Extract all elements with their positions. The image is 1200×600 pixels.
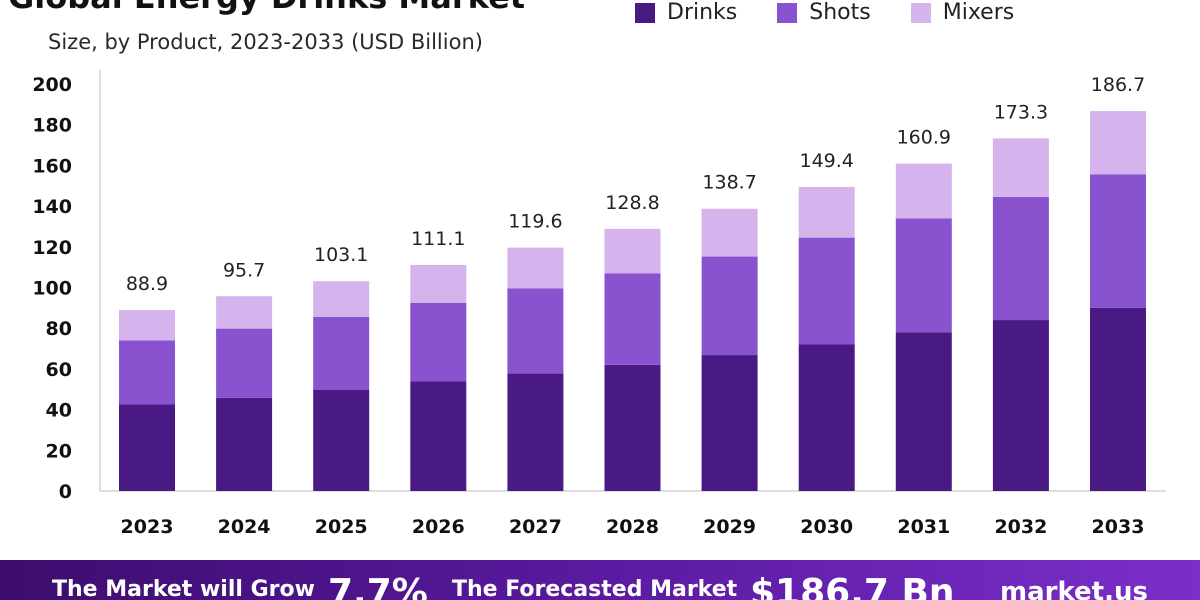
bar-segment-mixers — [410, 264, 467, 303]
bar-segment-mixers — [798, 186, 855, 238]
bar-segment-drinks — [313, 389, 370, 491]
bar-segment-drinks — [1090, 307, 1146, 491]
bar-segment-shots — [992, 196, 1049, 321]
x-tick-label: 2027 — [509, 516, 562, 538]
bar-segment-shots — [313, 317, 370, 390]
bar-segment-mixers — [701, 208, 758, 257]
bar-total-label: 111.1 — [411, 228, 465, 250]
bar-total-label: 95.7 — [223, 259, 265, 281]
bar-segment-mixers — [507, 247, 564, 289]
bar-segment-drinks — [216, 397, 273, 491]
bar-total-label: 128.8 — [605, 192, 659, 214]
y-tick-label: 160 — [32, 155, 72, 177]
legend-swatch-mixers — [910, 2, 931, 23]
bar-segment-drinks — [119, 404, 175, 491]
legend-item-shots: Shots — [777, 0, 871, 25]
bar-segment-drinks — [604, 364, 661, 491]
footer-banner: The Market will Grow 7.7% The Forecasted… — [0, 560, 1200, 600]
bar-segment-shots — [701, 256, 758, 356]
y-tick-label: 120 — [32, 237, 72, 259]
bar-segment-drinks — [895, 332, 952, 491]
bar-total-label: 149.4 — [799, 150, 853, 172]
legend: Drinks Shots Mixers — [635, 0, 1014, 25]
y-tick-label: 0 — [59, 481, 72, 503]
bar-segment-drinks — [798, 344, 855, 491]
x-tick-label: 2025 — [315, 516, 368, 538]
stacked-bar-chart: 0 20 40 60 80 100 120 140 160 180 200 88.9 2023 95.7 2… — [32, 70, 1166, 538]
bar-segment-shots — [410, 302, 467, 382]
bar-segment-drinks — [507, 373, 564, 491]
x-tick-label: 2026 — [412, 516, 465, 538]
bar-total-label: 119.6 — [508, 211, 562, 233]
footer-forecast-value: $186.7 Bn — [750, 572, 955, 600]
bar-total-label: 173.3 — [994, 101, 1048, 123]
x-tick-label: 2030 — [800, 516, 853, 538]
bar-segment-drinks — [992, 320, 1049, 491]
x-tick-label: 2033 — [1092, 516, 1145, 538]
x-tick-label: 2024 — [218, 516, 271, 538]
bar-segment-mixers — [895, 163, 952, 219]
bar-segment-shots — [604, 273, 661, 365]
bar-segment-mixers — [119, 310, 175, 341]
bar-segment-shots — [507, 288, 564, 374]
x-tick-label: 2032 — [994, 516, 1047, 538]
y-tick-label: 60 — [46, 359, 72, 381]
bar-segment-mixers — [313, 281, 370, 318]
bar-total-label: 103.1 — [314, 244, 368, 266]
bar-segment-mixers — [216, 296, 273, 329]
bar-segment-shots — [1090, 174, 1146, 308]
bar-segment-shots — [895, 218, 952, 333]
bar-total-label: 88.9 — [126, 273, 168, 295]
y-tick-label: 180 — [32, 115, 72, 137]
bar-segment-drinks — [410, 381, 467, 491]
x-tick-label: 2023 — [121, 516, 174, 538]
y-tick-label: 200 — [32, 74, 72, 96]
bar-segment-mixers — [604, 228, 661, 274]
bar-total-label: 186.7 — [1091, 74, 1145, 96]
bar-segment-mixers — [1090, 111, 1146, 175]
y-tick-label: 80 — [46, 318, 72, 340]
x-tick-label: 2029 — [703, 516, 756, 538]
legend-label-shots: Shots — [809, 0, 871, 25]
footer-site-link[interactable]: market.us — [1000, 577, 1148, 600]
footer-forecast-text: The Forecasted Market — [452, 577, 738, 600]
bar-total-label: 160.9 — [897, 127, 951, 149]
legend-label-mixers: Mixers — [942, 0, 1015, 25]
bar-segment-shots — [798, 237, 855, 345]
legend-swatch-drinks — [635, 2, 655, 23]
x-tick-label: 2028 — [606, 516, 659, 538]
bar-segment-drinks — [701, 355, 758, 491]
bar-total-label: 138.7 — [702, 172, 756, 194]
y-tick-label: 100 — [32, 278, 72, 300]
footer-grow-text: The Market will Grow — [52, 577, 315, 600]
y-tick-label: 20 — [46, 440, 72, 462]
legend-label-drinks: Drinks — [667, 0, 738, 25]
legend-item-drinks: Drinks — [635, 0, 737, 25]
y-tick-label: 40 — [46, 400, 72, 422]
chart-title: Global Energy Drinks Market — [8, 0, 525, 16]
x-tick-label: 2031 — [897, 516, 950, 538]
y-tick-label: 140 — [32, 196, 72, 218]
bar-segment-shots — [119, 340, 175, 405]
bar-segment-shots — [216, 328, 273, 398]
legend-swatch-shots — [777, 2, 798, 23]
bar-segment-mixers — [992, 138, 1049, 197]
legend-item-mixers: Mixers — [910, 0, 1015, 25]
chart-subtitle: Size, by Product, 2023-2033 (USD Billion… — [48, 30, 483, 54]
footer-grow-value: 7.7% — [328, 572, 428, 600]
